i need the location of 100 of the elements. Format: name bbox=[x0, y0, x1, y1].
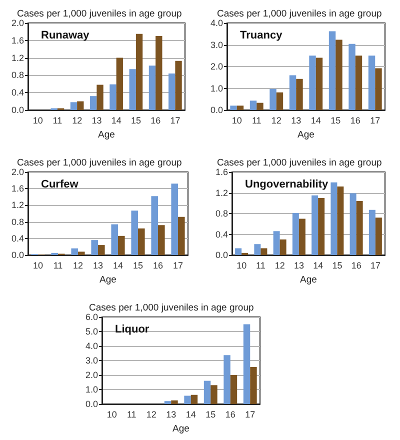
y-tick-label: 2.0 bbox=[85, 370, 98, 380]
y-tick-label: 0.0 bbox=[85, 399, 98, 409]
y-axis-title: Cases per 1,000 juveniles in age group bbox=[217, 8, 382, 20]
bar bbox=[136, 34, 143, 110]
y-tick-label: 3.0 bbox=[210, 40, 223, 50]
x-tick-label: 10 bbox=[32, 116, 43, 126]
y-tick-label: 1.6 bbox=[11, 184, 24, 194]
bar bbox=[156, 36, 162, 110]
y-tick-label: 1.0 bbox=[210, 83, 223, 94]
y-tick-label: 1.2 bbox=[11, 52, 24, 63]
bar bbox=[289, 75, 296, 110]
bar bbox=[77, 101, 84, 110]
x-tick-label: 12 bbox=[72, 260, 84, 270]
text: Runaway bbox=[41, 30, 90, 42]
x-tick-label: 11 bbox=[53, 260, 63, 270]
bar bbox=[312, 195, 318, 255]
x-tick-label: 15 bbox=[332, 260, 342, 270]
x-tick-label: 17 bbox=[170, 116, 180, 126]
x-tick-label: 17 bbox=[370, 116, 380, 126]
bar bbox=[256, 102, 264, 110]
x-tick-label: 16 bbox=[351, 260, 362, 270]
bar bbox=[98, 245, 105, 255]
x-tick-label: 17 bbox=[370, 260, 380, 270]
bar bbox=[330, 182, 338, 255]
bar bbox=[280, 239, 286, 255]
bar bbox=[96, 84, 104, 110]
bar bbox=[292, 212, 299, 255]
bar bbox=[337, 186, 344, 255]
x-tick-label: 10 bbox=[232, 116, 242, 126]
x-tick-label: 15 bbox=[130, 116, 141, 126]
x-tick-label: 11 bbox=[126, 410, 136, 420]
bar bbox=[171, 400, 178, 404]
x-axis-title: Age bbox=[172, 424, 190, 434]
y-tick-label: 0.0 bbox=[215, 250, 228, 260]
bar bbox=[260, 248, 268, 255]
y-tick-label: 2.0 bbox=[11, 167, 24, 177]
bar bbox=[129, 69, 136, 110]
bar bbox=[356, 201, 363, 255]
text: Truancy bbox=[240, 30, 284, 42]
y-tick-label: 1.6 bbox=[215, 167, 228, 177]
bar bbox=[110, 84, 116, 110]
x-tick-label: 14 bbox=[313, 260, 324, 270]
bar bbox=[250, 100, 257, 110]
y-axis-title: Cases per 1,000 juveniles in age group bbox=[89, 302, 254, 314]
bar bbox=[368, 56, 376, 110]
bar bbox=[190, 394, 198, 404]
y-tick-label: 5.0 bbox=[85, 326, 98, 336]
x-axis-title: Age bbox=[100, 274, 116, 286]
y-tick-label: 1.2 bbox=[215, 188, 228, 198]
bar bbox=[368, 210, 376, 255]
x-tick-label: 11 bbox=[252, 116, 262, 126]
bar bbox=[318, 198, 325, 255]
y-tick-label: 4.0 bbox=[85, 341, 98, 351]
bar bbox=[276, 92, 284, 110]
bar bbox=[348, 44, 356, 110]
bar bbox=[254, 244, 261, 255]
bar bbox=[336, 40, 342, 110]
bar bbox=[236, 106, 244, 110]
bar bbox=[273, 231, 280, 255]
x-tick-label: 16 bbox=[150, 116, 161, 126]
y-axis-title: Cases per 1,000 juveniles in age group bbox=[17, 8, 182, 20]
x-tick-label: 14 bbox=[112, 260, 124, 270]
x-tick-label: 10 bbox=[236, 260, 247, 270]
y-tick-label: 1.2 bbox=[11, 200, 24, 210]
x-tick-label: 17 bbox=[172, 260, 184, 270]
x-tick-label: 14 bbox=[186, 410, 196, 420]
bar bbox=[78, 252, 85, 255]
text: Curfew bbox=[41, 178, 79, 190]
bar bbox=[158, 225, 165, 255]
bar bbox=[375, 68, 382, 110]
bar bbox=[355, 56, 362, 110]
bar bbox=[118, 236, 125, 255]
bar bbox=[164, 401, 172, 404]
y-tick-label: 0.0 bbox=[11, 105, 24, 115]
bar bbox=[111, 224, 118, 255]
y-tick-label: 1.6 bbox=[11, 35, 24, 46]
y-tick-label: 2.0 bbox=[11, 18, 24, 28]
y-tick-label: 6.0 bbox=[85, 312, 98, 322]
y-tick-label: 2.0 bbox=[210, 62, 223, 72]
x-axis-title: Age bbox=[98, 130, 115, 140]
bar bbox=[138, 228, 145, 255]
y-tick-label: 0.8 bbox=[11, 70, 24, 80]
x-tick-label: 17 bbox=[245, 410, 256, 420]
bar bbox=[250, 367, 257, 404]
bar bbox=[204, 380, 211, 404]
y-tick-label: 1.0 bbox=[85, 384, 98, 394]
bar bbox=[175, 60, 182, 110]
y-tick-label: 0.0 bbox=[210, 105, 223, 115]
y-tick-label: 0.8 bbox=[215, 208, 228, 218]
bar bbox=[296, 78, 303, 110]
bar bbox=[235, 248, 242, 255]
bar bbox=[71, 248, 78, 255]
bar bbox=[224, 355, 230, 404]
x-tick-label: 11 bbox=[52, 116, 62, 126]
text: Ungovernability bbox=[245, 178, 330, 190]
bar bbox=[328, 31, 336, 110]
x-tick-label: 13 bbox=[92, 116, 102, 126]
x-tick-label: 16 bbox=[225, 410, 236, 420]
bar bbox=[70, 102, 78, 110]
y-axis-title: Cases per 1,000 juveniles in age group bbox=[217, 158, 382, 168]
